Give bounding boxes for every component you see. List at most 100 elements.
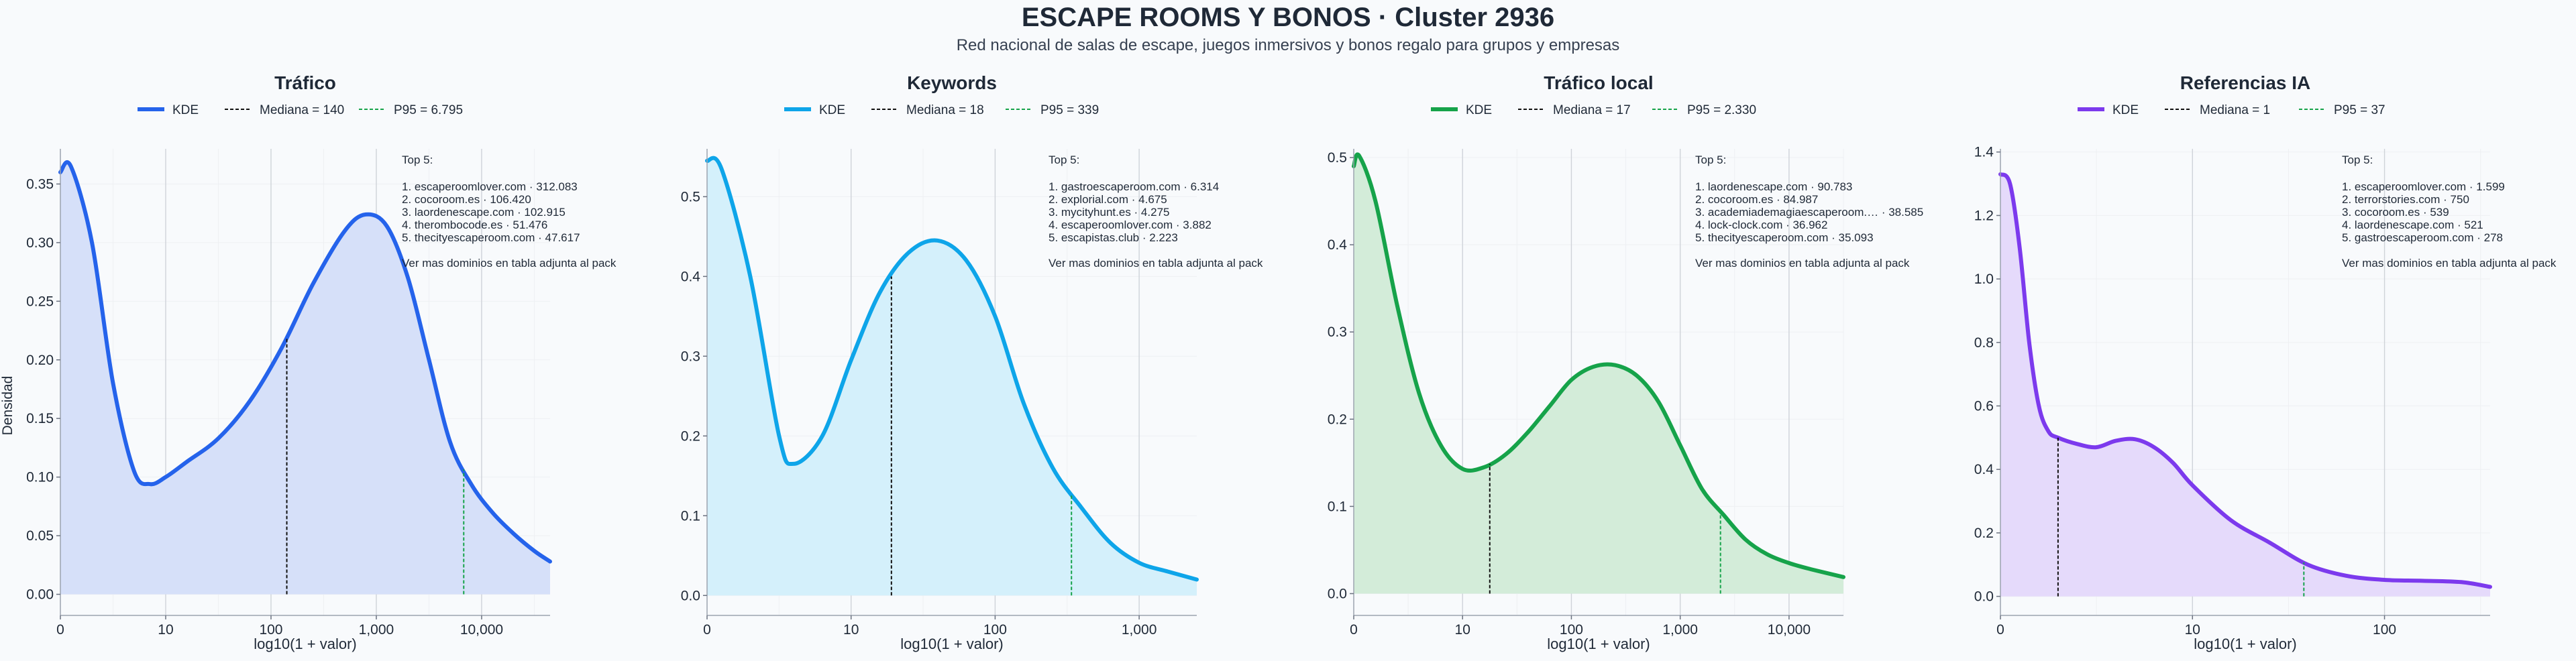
top5-item: 5. escapistas.club · 2.223	[1049, 231, 1178, 244]
legend-p95-label: P95 = 6.795	[394, 103, 463, 117]
y-tick-label: 0.2	[681, 428, 700, 444]
x-tick-label: 1,000	[359, 622, 394, 638]
x-tick-label: 10	[158, 622, 173, 638]
legend-p95-label: P95 = 37	[2334, 103, 2385, 117]
y-tick-label: 0.1	[1328, 499, 1347, 514]
top5-item: 5. gastroescaperoom.com · 278	[2342, 231, 2503, 244]
x-axis-label: log10(1 + valor)	[254, 636, 356, 652]
top5-item: 3. mycityhunt.es · 4.275	[1049, 206, 1169, 219]
x-tick-label: 100	[983, 622, 1007, 638]
kde-line	[1352, 152, 1845, 579]
x-axis-label: log10(1 + valor)	[900, 636, 1003, 652]
top5-item: 4. lock-clock.com · 36.962	[1695, 219, 1827, 231]
top5-title: Top 5:	[1049, 154, 1079, 166]
legend-kde-label: KDE	[819, 103, 845, 117]
legend-median-label: Mediana = 1	[2200, 103, 2270, 117]
y-tick-label: 0.4	[1974, 462, 1994, 477]
top5-item: 4. escaperoomlover.com · 3.882	[1049, 219, 1212, 231]
x-tick-label: 10,000	[460, 622, 503, 638]
legend-kde-label: KDE	[2112, 103, 2139, 117]
x-tick-label: 1,000	[1662, 622, 1698, 638]
top5-item: 5. thecityescaperoom.com · 35.093	[1695, 231, 1874, 244]
chart-title: Keywords	[907, 72, 997, 93]
x-tick-label: 100	[259, 622, 282, 638]
chart-legend: KDE Mediana = 17 P95 = 2.330	[1431, 103, 1756, 117]
chart-panel-4: Referencias IA KDE Mediana = 1 P95 = 37 0.0 0…	[1974, 72, 2557, 652]
top5-item: 3. laordenescape.com · 102.915	[402, 206, 566, 219]
top5-item: 5. thecityescaperoom.com · 47.617	[402, 231, 580, 244]
y-tick-label: 0.3	[1328, 324, 1347, 340]
y-tick-label: 0.5	[1328, 150, 1347, 166]
top5-item: 3. academiademagiaescaperoom.… · 38.585	[1695, 206, 1923, 219]
kde-line	[1998, 172, 2492, 589]
top5-item: 4. laordenescape.com · 521	[2342, 219, 2483, 231]
page-subtitle: Red nacional de salas de escape, juegos …	[956, 36, 1620, 54]
y-tick-label: 0.00	[26, 587, 54, 603]
top5-annotation: Top 5: 1. gastroescaperoom.com · 6.3142. …	[1049, 154, 1263, 269]
y-tick-label: 0.8	[1974, 335, 1994, 351]
kde-area	[1354, 154, 1843, 594]
x-tick-label: 10	[843, 622, 859, 638]
top5-more-note: Ver mas dominios en tabla adjunta al pac…	[402, 257, 616, 269]
kde-line	[705, 156, 1199, 582]
x-axis-label: log10(1 + valor)	[1547, 636, 1650, 652]
legend-p95-label: P95 = 339	[1040, 103, 1099, 117]
x-tick-label: 10,000	[1768, 622, 1811, 638]
y-tick-label: 1.2	[1974, 208, 1994, 223]
y-tick-label: 0.35	[26, 176, 54, 192]
chart-legend: KDE Mediana = 140 P95 = 6.795	[138, 103, 463, 117]
x-tick-label: 0	[56, 622, 64, 638]
y-tick-label: 0.20	[26, 353, 54, 368]
x-tick-label: 10	[1455, 622, 1470, 638]
legend-median-label: Mediana = 140	[260, 103, 344, 117]
x-tick-label: 1,000	[1122, 622, 1157, 638]
top5-item: 1. escaperoomlover.com · 312.083	[402, 180, 578, 193]
chart-panel-3: Tráfico local KDE Mediana = 17 P95 = 2.330 0…	[1328, 72, 1923, 652]
y-tick-label: 0.2	[1974, 526, 1994, 541]
top5-more-note: Ver mas dominios en tabla adjunta al pac…	[1049, 257, 1263, 269]
chart-title: Tráfico local	[1544, 72, 1653, 93]
top5-more-note: Ver mas dominios en tabla adjunta al pac…	[1695, 257, 1910, 269]
chart-title: Tráfico	[274, 72, 336, 93]
legend-p95-label: P95 = 2.330	[1687, 103, 1756, 117]
chart-panel-1: Tráfico KDE Mediana = 140 P95 = 6.795 0.00 0.…	[26, 72, 616, 652]
y-tick-label: 0.4	[681, 269, 701, 284]
y-tick-label: 1.0	[1974, 272, 1994, 287]
x-tick-label: 0	[1350, 622, 1358, 638]
legend-median-label: Mediana = 18	[906, 103, 984, 117]
chart-panel-2: Keywords KDE Mediana = 18 P95 = 339 0.0 0.1 0.…	[681, 72, 1263, 652]
y-tick-label: 0.25	[26, 294, 54, 309]
kde-line	[58, 160, 552, 564]
top5-more-note: Ver mas dominios en tabla adjunta al pac…	[2342, 257, 2557, 269]
x-tick-label: 100	[2373, 622, 2396, 638]
chart-legend: KDE Mediana = 1 P95 = 37	[2078, 103, 2385, 117]
kde-area	[2000, 174, 2490, 597]
x-tick-label: 100	[1560, 622, 1583, 638]
x-tick-label: 10	[2185, 622, 2200, 638]
chart-legend: KDE Mediana = 18 P95 = 339	[784, 103, 1099, 117]
top5-item: 1. gastroescaperoom.com · 6.314	[1049, 180, 1219, 193]
x-tick-label: 0	[1996, 622, 2004, 638]
x-tick-label: 0	[703, 622, 711, 638]
page-title: ESCAPE ROOMS Y BONOS · Cluster 2936	[1021, 3, 1555, 32]
kde-area	[707, 158, 1197, 596]
y-tick-label: 0.10	[26, 470, 54, 485]
legend-kde-label: KDE	[1466, 103, 1492, 117]
y-tick-label: 0.0	[1328, 586, 1347, 601]
top5-item: 3. cocoroom.es · 539	[2342, 206, 2449, 219]
top5-item: 2. explorial.com · 4.675	[1049, 193, 1167, 206]
kde-area	[60, 162, 550, 595]
top5-title: Top 5:	[2342, 154, 2373, 166]
y-tick-label: 0.5	[681, 189, 700, 204]
top5-item: 1. laordenescape.com · 90.783	[1695, 180, 1852, 193]
top5-annotation: Top 5: 1. escaperoomlover.com · 312.0832.…	[402, 154, 616, 269]
y-tick-label: 0.3	[681, 349, 700, 364]
y-tick-label: 0.15	[26, 411, 54, 426]
legend-median-label: Mediana = 17	[1553, 103, 1631, 117]
y-tick-label: 0.05	[26, 528, 54, 544]
y-tick-label: 0.0	[681, 588, 700, 603]
top5-item: 2. cocoroom.es · 106.420	[402, 193, 531, 206]
top5-item: 2. cocoroom.es · 84.987	[1695, 193, 1818, 206]
chart-title: Referencias IA	[2180, 72, 2311, 93]
